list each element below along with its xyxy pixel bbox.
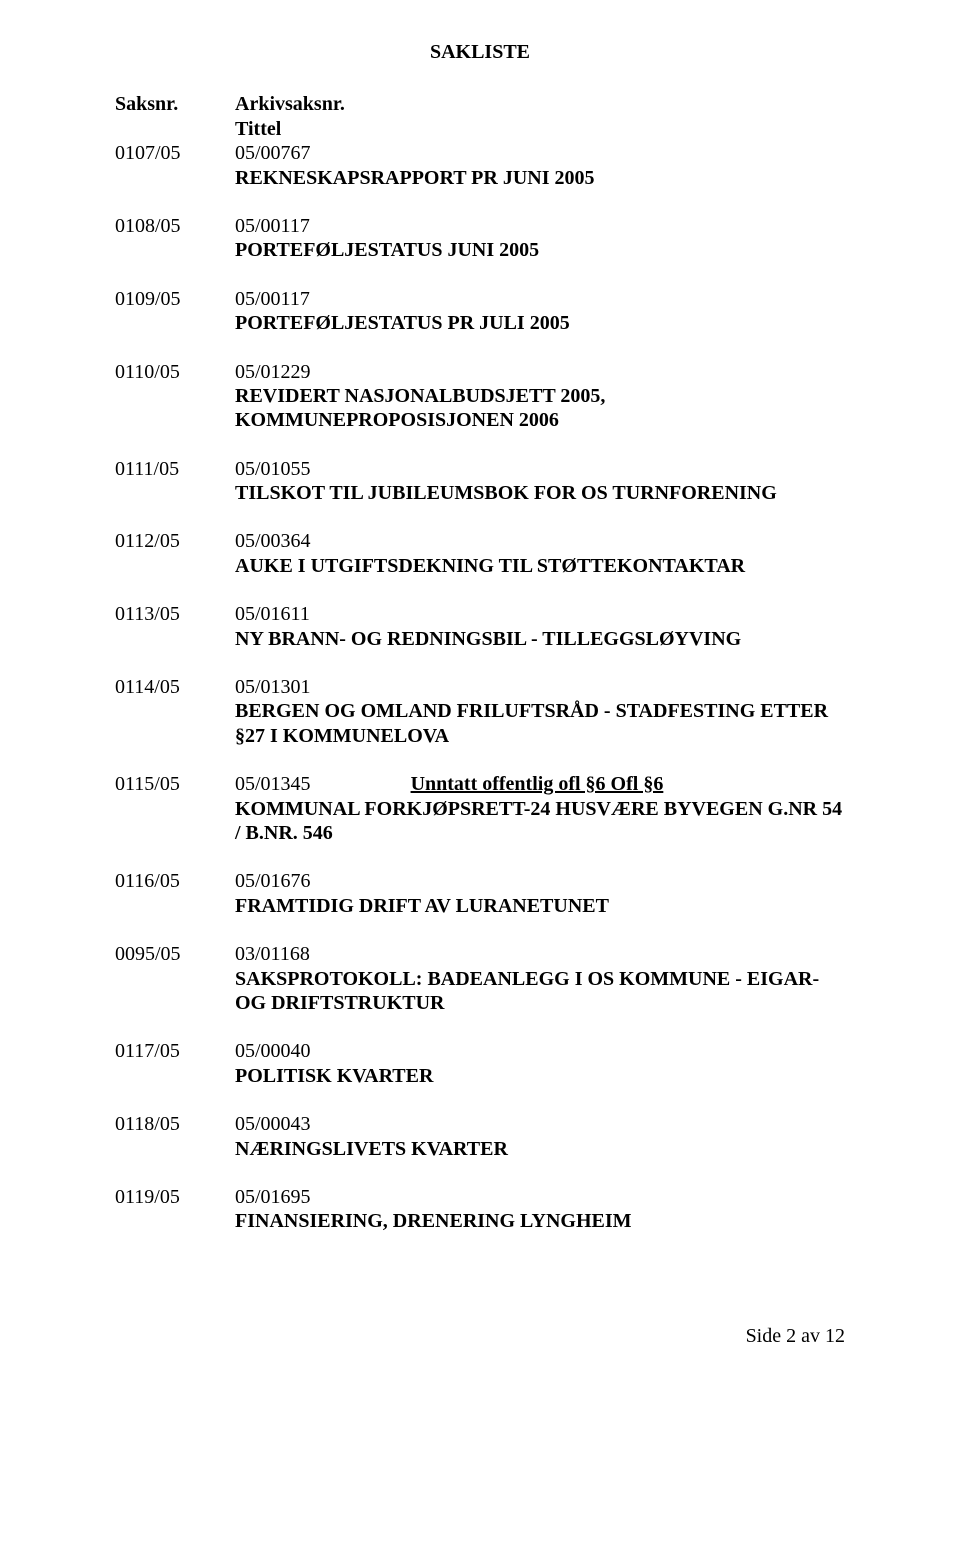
entry-arkiv: 05/00040 [235, 1040, 311, 1062]
entry-saksnr: 0108/05 [115, 214, 235, 263]
header-tittel: Tittel [235, 117, 845, 141]
entry-saksnr: 0114/05 [115, 675, 235, 748]
entry-saksnr: 0110/05 [115, 360, 235, 433]
entry-body: 05/01229REVIDERT NASJONALBUDSJETT 2005, … [235, 360, 845, 433]
entry-arkiv: 05/01676 [235, 870, 311, 892]
entry-saksnr: 0112/05 [115, 529, 235, 578]
spacer [311, 773, 411, 795]
entry-row: 0110/0505/01229REVIDERT NASJONALBUDSJETT… [115, 360, 845, 433]
entry-saksnr: 0117/05 [115, 1039, 235, 1088]
entry-desc: NY BRANN- OG REDNINGSBIL - TILLEGGSLØYVI… [235, 627, 845, 651]
entry-arkiv-line: 03/01168 [235, 942, 845, 966]
entry-row: 0117/0505/00040POLITISK KVARTER [115, 1039, 845, 1088]
entry-arkiv: 05/00117 [235, 215, 310, 237]
entry-desc: REKNESKAPSRAPPORT PR JUNI 2005 [235, 166, 845, 190]
entry-body: 05/00767REKNESKAPSRAPPORT PR JUNI 2005 [235, 141, 845, 190]
entry-body: 05/00043NÆRINGSLIVETS KVARTER [235, 1112, 845, 1161]
entry-body: 05/01055TILSKOT TIL JUBILEUMSBOK FOR OS … [235, 457, 845, 506]
entry-desc: KOMMUNAL FORKJØPSRETT-24 HUSVÆRE BYVEGEN… [235, 797, 845, 846]
entry-row: 0114/0505/01301BERGEN OG OMLAND FRILUFTS… [115, 675, 845, 748]
entry-arkiv-line: 05/00117 [235, 287, 845, 311]
entry-saksnr: 0095/05 [115, 942, 235, 1015]
entries-list: 0107/0505/00767REKNESKAPSRAPPORT PR JUNI… [115, 141, 845, 1234]
entry-desc: NÆRINGSLIVETS KVARTER [235, 1137, 845, 1161]
entry-row: 0116/0505/01676FRAMTIDIG DRIFT AV LURANE… [115, 869, 845, 918]
entry-arkiv: 05/01229 [235, 361, 311, 383]
entry-row: 0109/0505/00117PORTEFØLJESTATUS PR JULI … [115, 287, 845, 336]
entry-saksnr: 0111/05 [115, 457, 235, 506]
entry-body: 05/00040POLITISK KVARTER [235, 1039, 845, 1088]
entry-arkiv-line: 05/00767 [235, 141, 845, 165]
entry-row: 0113/0505/01611NY BRANN- OG REDNINGSBIL … [115, 602, 845, 651]
entry-saksnr: 0116/05 [115, 869, 235, 918]
entry-row: 0112/0505/00364AUKE I UTGIFTSDEKNING TIL… [115, 529, 845, 578]
entry-desc: TILSKOT TIL JUBILEUMSBOK FOR OS TURNFORE… [235, 481, 845, 505]
entry-unntatt: Unntatt offentlig ofl §6 Ofl §6 [411, 773, 664, 795]
entry-row: 0108/0505/00117PORTEFØLJESTATUS JUNI 200… [115, 214, 845, 263]
entry-saksnr: 0115/05 [115, 772, 235, 845]
page-footer: Side 2 av 12 [115, 1324, 845, 1348]
entry-arkiv-line: 05/01055 [235, 457, 845, 481]
entry-body: 05/00117PORTEFØLJESTATUS PR JULI 2005 [235, 287, 845, 336]
entry-body: 03/01168SAKSPROTOKOLL: BADEANLEGG I OS K… [235, 942, 845, 1015]
entry-desc: REVIDERT NASJONALBUDSJETT 2005, KOMMUNEP… [235, 384, 845, 433]
entry-desc: POLITISK KVARTER [235, 1064, 845, 1088]
entry-row: 0118/0505/00043NÆRINGSLIVETS KVARTER [115, 1112, 845, 1161]
entry-arkiv: 05/01611 [235, 603, 310, 625]
entry-body: 05/01676FRAMTIDIG DRIFT AV LURANETUNET [235, 869, 845, 918]
entry-desc: PORTEFØLJESTATUS PR JULI 2005 [235, 311, 845, 335]
entry-body: 05/01611NY BRANN- OG REDNINGSBIL - TILLE… [235, 602, 845, 651]
entry-arkiv: 05/00767 [235, 142, 311, 164]
entry-arkiv-line: 05/00117 [235, 214, 845, 238]
entry-arkiv-line: 05/00364 [235, 529, 845, 553]
entry-arkiv-line: 05/01676 [235, 869, 845, 893]
entry-arkiv: 05/00043 [235, 1113, 311, 1135]
entry-arkiv: 05/01345 [235, 773, 311, 795]
entry-desc: AUKE I UTGIFTSDEKNING TIL STØTTEKONTAKTA… [235, 554, 845, 578]
entry-desc: SAKSPROTOKOLL: BADEANLEGG I OS KOMMUNE -… [235, 967, 845, 1016]
entry-desc: FRAMTIDIG DRIFT AV LURANETUNET [235, 894, 845, 918]
entry-row: 0115/0505/01345 Unntatt offentlig ofl §6… [115, 772, 845, 845]
entry-arkiv-line: 05/01229 [235, 360, 845, 384]
entry-arkiv: 05/00364 [235, 530, 311, 552]
entry-arkiv: 05/01055 [235, 458, 311, 480]
entry-row: 0095/0503/01168SAKSPROTOKOLL: BADEANLEGG… [115, 942, 845, 1015]
entry-saksnr: 0109/05 [115, 287, 235, 336]
entry-arkiv-line: 05/01695 [235, 1185, 845, 1209]
entry-row: 0119/0505/01695FINANSIERING, DRENERING L… [115, 1185, 845, 1234]
entry-desc: BERGEN OG OMLAND FRILUFTSRÅD - STADFESTI… [235, 699, 845, 748]
entry-body: 05/00117PORTEFØLJESTATUS JUNI 2005 [235, 214, 845, 263]
entry-saksnr: 0113/05 [115, 602, 235, 651]
entry-desc: FINANSIERING, DRENERING LYNGHEIM [235, 1209, 845, 1233]
entry-saksnr: 0107/05 [115, 141, 235, 190]
entry-desc: PORTEFØLJESTATUS JUNI 2005 [235, 238, 845, 262]
entry-body: 05/01301BERGEN OG OMLAND FRILUFTSRÅD - S… [235, 675, 845, 748]
entry-arkiv: 05/00117 [235, 288, 310, 310]
entry-body: 05/00364AUKE I UTGIFTSDEKNING TIL STØTTE… [235, 529, 845, 578]
entry-body: 05/01345 Unntatt offentlig ofl §6 Ofl §6… [235, 772, 845, 845]
entry-row: 0107/0505/00767REKNESKAPSRAPPORT PR JUNI… [115, 141, 845, 190]
entry-arkiv-line: 05/00043 [235, 1112, 845, 1136]
entry-arkiv-line: 05/01345 Unntatt offentlig ofl §6 Ofl §6 [235, 772, 845, 796]
header-arkivsaksnr: Arkivsaksnr. [235, 92, 845, 116]
entry-arkiv: 05/01301 [235, 676, 311, 698]
column-headers: Saksnr. Arkivsaksnr. Tittel [115, 92, 845, 141]
entry-row: 0111/0505/01055TILSKOT TIL JUBILEUMSBOK … [115, 457, 845, 506]
entry-arkiv-line: 05/01301 [235, 675, 845, 699]
entry-arkiv: 03/01168 [235, 943, 310, 965]
entry-saksnr: 0119/05 [115, 1185, 235, 1234]
entry-arkiv-line: 05/00040 [235, 1039, 845, 1063]
entry-saksnr: 0118/05 [115, 1112, 235, 1161]
entry-arkiv-line: 05/01611 [235, 602, 845, 626]
header-saksnr: Saksnr. [115, 92, 235, 141]
entry-arkiv: 05/01695 [235, 1186, 311, 1208]
entry-body: 05/01695FINANSIERING, DRENERING LYNGHEIM [235, 1185, 845, 1234]
doc-title: SAKLISTE [115, 40, 845, 64]
